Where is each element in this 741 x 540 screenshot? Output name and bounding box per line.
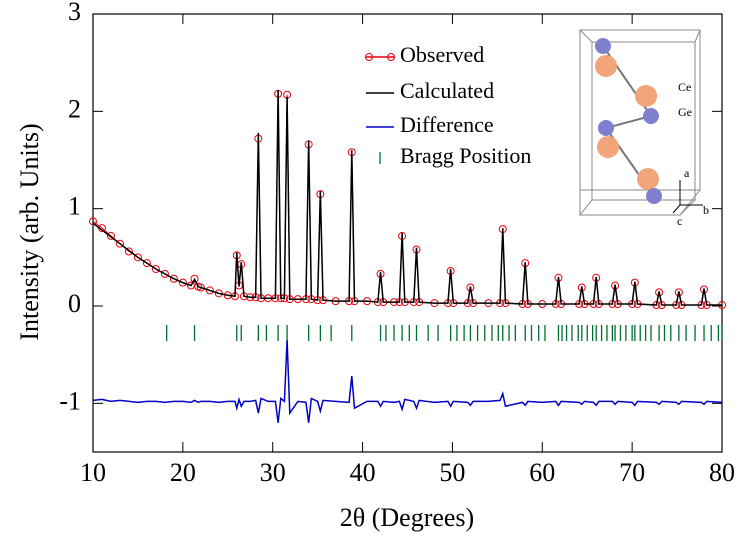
- cell-edge: [679, 189, 701, 216]
- series-line: [92, 340, 723, 423]
- y-axis-title: Intensity (arb. Units): [15, 123, 44, 340]
- x-tick-label: 80: [709, 458, 735, 487]
- observed-point: [124, 247, 133, 256]
- cell-edge: [694, 29, 701, 43]
- ce-atom: [637, 168, 659, 190]
- axis-label: c: [677, 214, 682, 228]
- x-axis-title: 2θ (Degrees): [340, 503, 474, 532]
- ce-atom: [597, 136, 619, 158]
- y-tick-label: 1: [68, 192, 81, 221]
- x-tick-label: 20: [170, 458, 196, 487]
- legend-label: Difference: [400, 112, 494, 137]
- observed-point: [115, 239, 124, 248]
- series-line: [92, 89, 722, 306]
- observed-point: [160, 269, 169, 278]
- legend-marker: [365, 53, 373, 61]
- x-tick-label: 70: [619, 458, 645, 487]
- observed-point: [196, 283, 205, 292]
- observed-point: [151, 265, 160, 274]
- ge-atom: [595, 38, 611, 54]
- x-tick-label: 50: [439, 458, 465, 487]
- x-tick-label: 10: [80, 458, 106, 487]
- observed-point: [655, 288, 664, 297]
- y-tick-label: -1: [59, 386, 81, 415]
- axis-label: a: [684, 166, 690, 180]
- observed-point: [89, 217, 97, 226]
- y-tick-label: 0: [68, 289, 81, 318]
- inset-structure: Ce Ge a b c: [578, 29, 709, 228]
- cell-face: [578, 199, 697, 216]
- legend-label: Bragg Position: [400, 143, 531, 168]
- atom-label: Ge: [678, 105, 692, 119]
- plot-frame: [92, 13, 723, 453]
- ce-atom: [635, 85, 657, 107]
- y-tick-label: 2: [68, 94, 81, 123]
- legend-marker: [387, 53, 395, 61]
- observed-point: [133, 253, 142, 262]
- observed-point: [205, 286, 214, 295]
- ge-atom: [598, 120, 614, 136]
- legend-label: Calculated: [400, 78, 494, 103]
- cell-edge: [579, 29, 593, 43]
- x-tick-label: 30: [260, 458, 286, 487]
- atom-label: Ce: [678, 80, 691, 94]
- ge-atom: [646, 188, 662, 204]
- observed-point: [142, 259, 151, 268]
- legend-label: Observed: [400, 42, 484, 67]
- ce-atom: [595, 55, 617, 77]
- observed-point: [674, 288, 683, 297]
- ge-atom: [643, 108, 659, 124]
- axis-label: b: [703, 203, 709, 217]
- observed-point: [169, 274, 178, 283]
- x-tick-label: 40: [350, 458, 376, 487]
- observed-point: [106, 231, 115, 240]
- observed-point: [178, 278, 187, 287]
- observed-point: [190, 274, 199, 283]
- axis-arrow: [672, 204, 681, 214]
- y-tick-label: 3: [68, 0, 81, 26]
- x-tick-label: 60: [529, 458, 555, 487]
